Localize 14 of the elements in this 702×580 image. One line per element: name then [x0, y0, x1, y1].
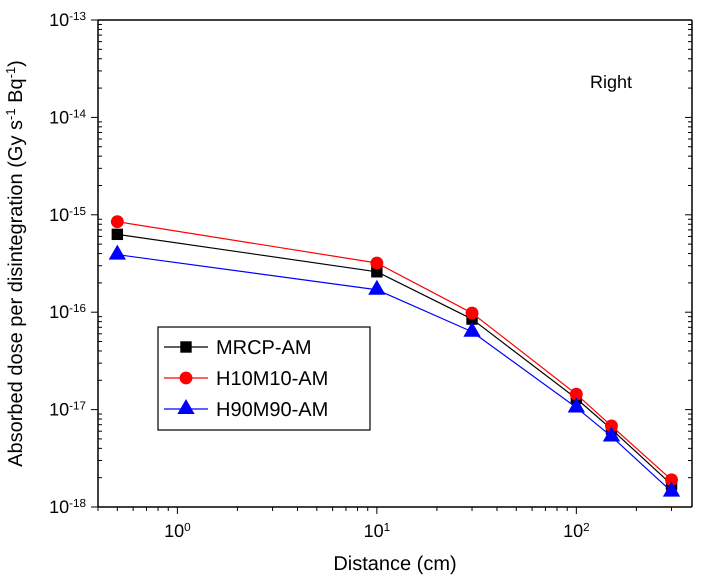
y-tick-label: 10$^{-14}$: [49, 106, 86, 128]
x-axis-title: Distance (cm): [333, 553, 457, 575]
x-tick-label: 10$^{1}$: [364, 520, 390, 541]
annotation: Right: [590, 72, 632, 92]
legend-label: H90M90-AM: [216, 399, 328, 421]
legend-label: H10M10-AM: [216, 368, 328, 390]
y-tick-label: 10$^{-15}$: [49, 204, 86, 225]
y-tick-label: 10$^{-17}$: [49, 399, 86, 420]
legend-label: MRCP-AM: [216, 337, 312, 359]
x-tick-label: 10$^{2}$: [563, 520, 590, 541]
x-tick-label: 10$^{0}$: [164, 520, 192, 541]
y-tick-label: 10$^{-13}$: [49, 10, 86, 30]
y-tick-label: 10$^{-16}$: [49, 302, 86, 322]
y-tick-label: 10$^{-18}$: [49, 496, 86, 517]
